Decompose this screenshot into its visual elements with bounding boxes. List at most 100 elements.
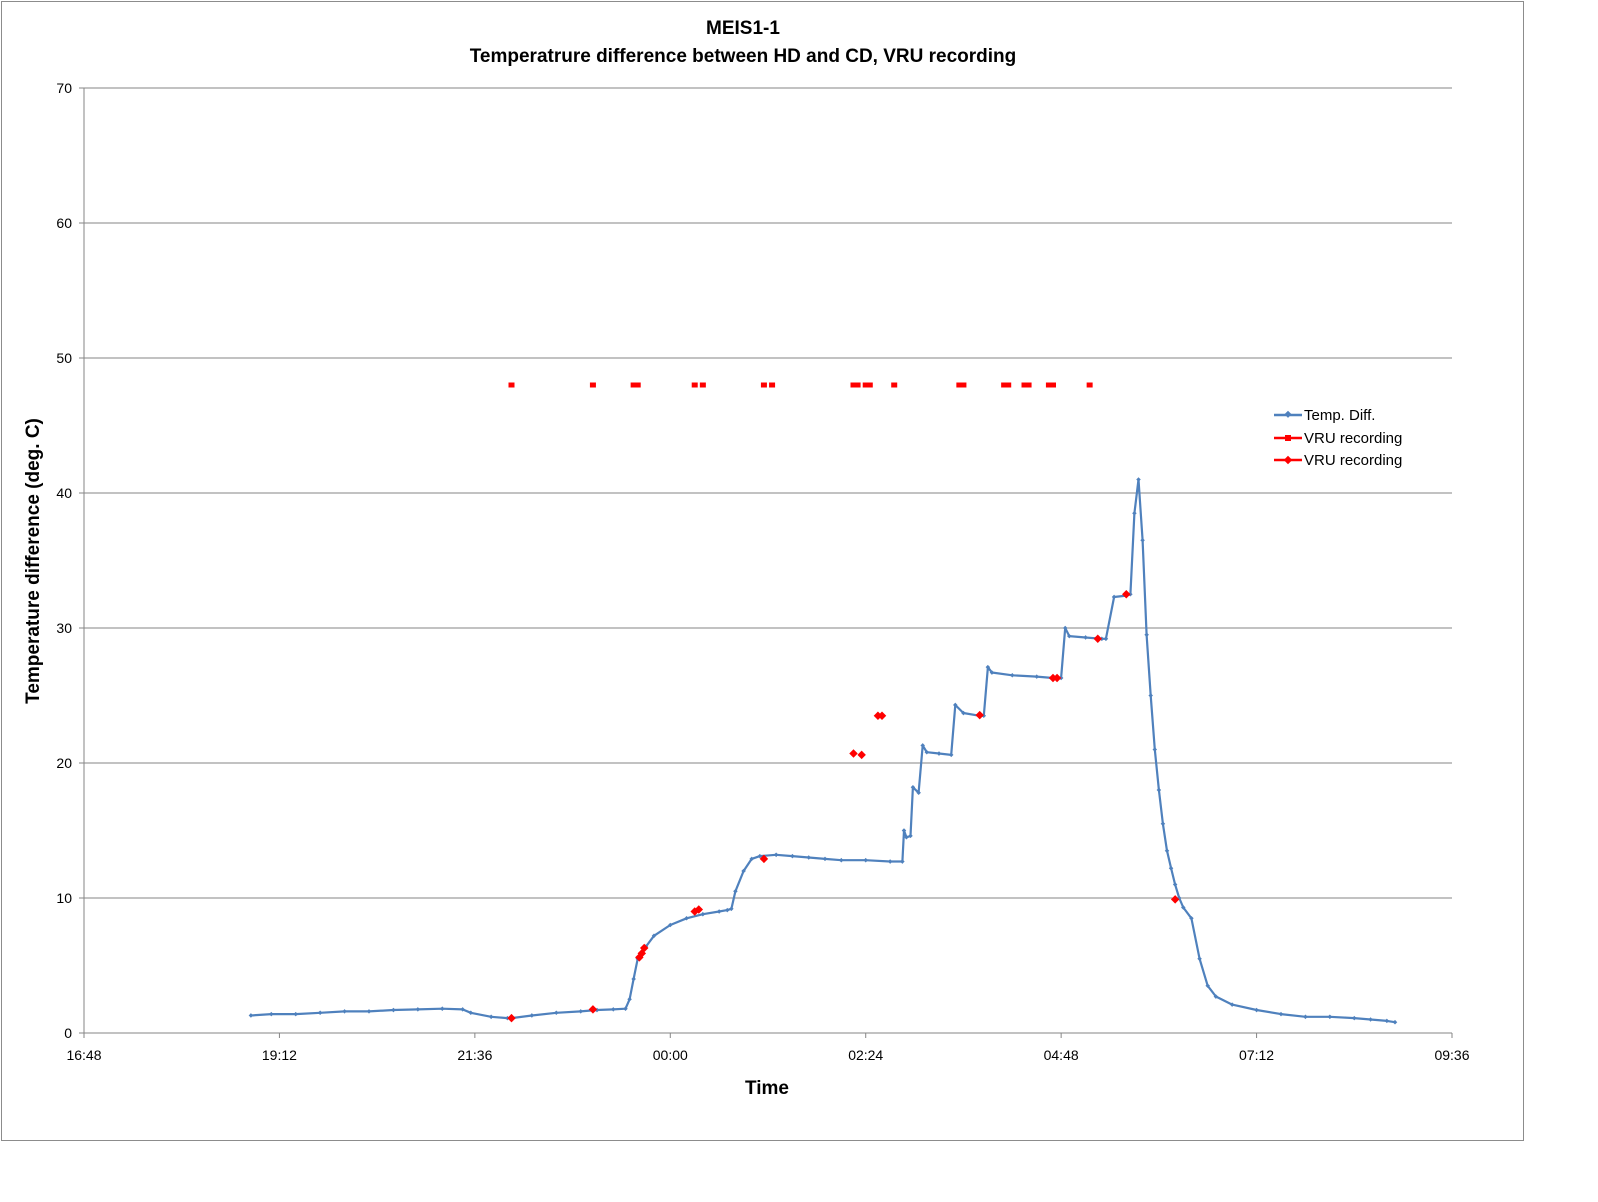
point-temp-diff <box>611 1007 616 1012</box>
point-temp-diff <box>920 743 925 748</box>
point-temp-diff <box>631 976 636 982</box>
x-axis-ticks: 16:48 19:12 21:36 00:00 02:24 04:48 07:12 09:36 <box>66 1033 1470 1063</box>
axes <box>83 88 1452 1034</box>
x-tick-label: 09:36 <box>1434 1047 1469 1063</box>
point-temp-diff <box>440 1006 445 1011</box>
point-vru-square <box>1025 382 1032 388</box>
point-temp-diff <box>790 853 795 859</box>
y-tick-label: 0 <box>64 1025 72 1041</box>
point-vru-diamond <box>759 854 769 864</box>
legend-label-vru-diamond: VRU recording <box>1304 452 1402 469</box>
point-temp-diff <box>248 1013 254 1018</box>
gridlines <box>84 87 1452 899</box>
legend-item-vru-square: VRU recording <box>1274 430 1402 447</box>
point-vru-diamond <box>975 710 984 720</box>
legend-item-vru-diamond: VRU recording <box>1274 452 1402 469</box>
point-vru-diamond <box>1170 895 1180 904</box>
legend-marker-vru-diamond <box>1283 455 1293 465</box>
point-temp-diff <box>887 859 893 864</box>
point-temp-diff <box>627 996 632 1002</box>
legend-label-vru-square: VRU recording <box>1304 430 1402 447</box>
x-tick-label: 21:36 <box>457 1047 492 1063</box>
point-temp-diff <box>916 790 921 795</box>
point-vru-square <box>960 382 967 388</box>
point-temp-diff <box>1352 1015 1357 1021</box>
point-vru-square <box>699 382 706 388</box>
point-temp-diff <box>1010 672 1015 678</box>
point-temp-diff <box>415 1007 421 1012</box>
point-temp-diff <box>1278 1011 1284 1017</box>
point-vru-square <box>1086 382 1093 388</box>
x-axis-title: Time <box>745 1078 789 1099</box>
point-temp-diff <box>1213 994 1219 999</box>
point-temp-diff <box>529 1013 535 1018</box>
y-tick-label: 30 <box>56 620 72 636</box>
legend: Temp. Diff. VRU recording VRU recording <box>1274 407 1402 469</box>
point-temp-diff <box>1067 633 1072 639</box>
point-vru-square <box>630 382 637 388</box>
point-vru-diamond <box>1122 590 1131 599</box>
point-vru-diamond <box>1093 634 1103 644</box>
point-temp-diff <box>773 852 779 858</box>
point-temp-diff <box>900 859 905 864</box>
point-temp-diff <box>578 1009 583 1014</box>
point-temp-diff <box>1144 632 1149 638</box>
series-layer <box>248 382 1398 1025</box>
point-temp-diff <box>1111 594 1117 600</box>
point-vru-square <box>760 382 767 388</box>
y-tick-label: 50 <box>56 350 72 366</box>
legend-label-temp-diff: Temp. Diff. <box>1304 407 1375 424</box>
point-temp-diff <box>1197 956 1202 962</box>
point-temp-diff <box>1205 983 1210 989</box>
point-temp-diff <box>651 933 657 939</box>
point-temp-diff <box>1132 510 1137 516</box>
y-tick-label: 20 <box>56 755 72 771</box>
point-vru-square <box>850 382 857 388</box>
point-vru-square <box>1005 382 1012 388</box>
point-temp-diff <box>391 1007 396 1013</box>
point-vru-square <box>956 382 963 388</box>
point-temp-diff <box>668 922 673 928</box>
point-temp-diff <box>1152 747 1158 752</box>
point-temp-diff <box>1384 1018 1390 1024</box>
point-vru-diamond <box>639 943 649 953</box>
point-temp-diff <box>1062 625 1068 631</box>
point-vru-diamond <box>1052 673 1062 683</box>
x-tick-label: 02:24 <box>848 1047 883 1063</box>
x-tick-label: 16:48 <box>66 1047 101 1063</box>
point-vru-square <box>1045 382 1052 388</box>
chart-title: MEIS1-1 <box>706 18 780 39</box>
point-temp-diff <box>1368 1017 1373 1022</box>
point-vru-square <box>862 382 869 388</box>
point-temp-diff <box>1303 1014 1308 1020</box>
point-temp-diff <box>1189 915 1194 921</box>
point-temp-diff <box>366 1009 372 1014</box>
point-temp-diff <box>1103 636 1109 642</box>
point-temp-diff <box>863 857 868 863</box>
y-tick-label: 10 <box>56 890 72 906</box>
chart-svg: MEIS1-1 Temperatrure difference between … <box>23 18 1470 1099</box>
y-axis-ticks: 0 10 20 30 40 50 60 70 <box>56 80 84 1041</box>
x-tick-label: 19:12 <box>262 1047 297 1063</box>
point-temp-diff <box>468 1010 474 1016</box>
point-vru-square <box>589 382 596 388</box>
point-temp-diff <box>1136 477 1141 482</box>
point-temp-diff <box>1156 787 1162 793</box>
point-temp-diff <box>1034 674 1039 679</box>
legend-item-temp-diff: Temp. Diff. <box>1274 407 1375 424</box>
point-temp-diff <box>936 751 942 756</box>
y-axis-title: Temperature difference (deg. C) <box>23 418 44 704</box>
point-vru-square <box>1050 382 1056 388</box>
point-temp-diff <box>684 915 689 921</box>
point-temp-diff <box>342 1009 347 1014</box>
point-temp-diff <box>1148 693 1153 698</box>
point-temp-diff <box>1168 866 1174 871</box>
point-temp-diff <box>700 911 706 917</box>
point-temp-diff <box>741 868 746 874</box>
point-vru-diamond <box>877 711 887 720</box>
point-vru-diamond <box>588 1005 598 1014</box>
point-vru-diamond <box>507 1013 516 1023</box>
x-tick-label: 00:00 <box>653 1047 688 1063</box>
point-vru-square <box>634 382 641 388</box>
point-vru-square <box>854 382 861 388</box>
